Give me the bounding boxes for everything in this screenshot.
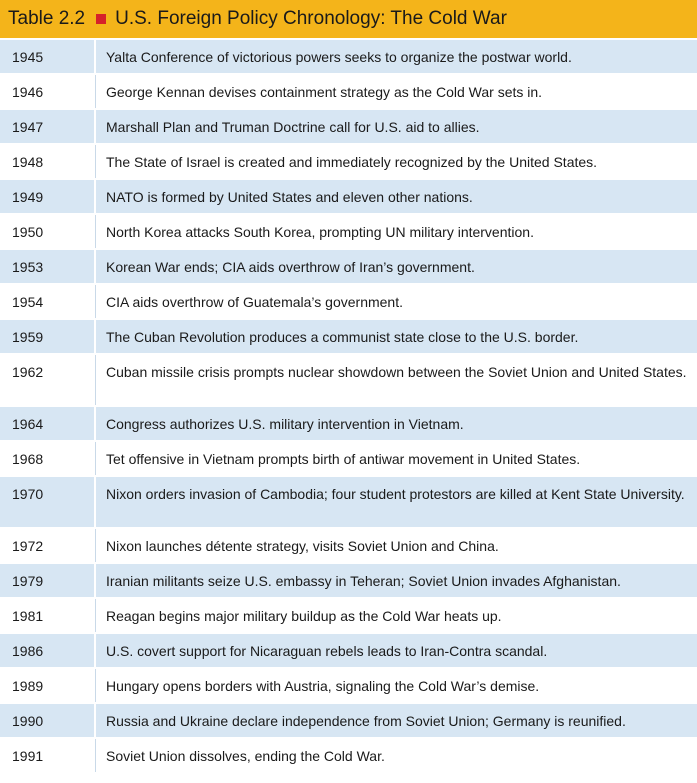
row-year: 1990 [0, 704, 96, 737]
row-year: 1953 [0, 250, 96, 283]
row-event: George Kennan devises containment strate… [106, 84, 543, 100]
table-title-bar: Table 2.2 U.S. Foreign Policy Chronology… [0, 0, 697, 38]
row-event: U.S. covert support for Nicaraguan rebel… [106, 643, 548, 659]
row-year: 1981 [0, 599, 96, 632]
table-row: 1950 North Korea attacks South Korea, pro… [0, 213, 697, 248]
table-row: 1964 Congress authorizes U.S. military in… [0, 405, 697, 440]
table-row: 1953 Korean War ends; CIA aids overthrow … [0, 248, 697, 283]
row-year: 1950 [0, 215, 96, 248]
row-year: 1972 [0, 529, 96, 562]
row-year: 1959 [0, 320, 96, 353]
row-event: Tet offensive in Vietnam prompts birth o… [106, 451, 581, 467]
table-row: 1962 Cuban missile crisis prompts nuclear… [0, 353, 697, 405]
row-year: 1954 [0, 285, 96, 318]
table-row: 1959 The Cuban Revolution produces a comm… [0, 318, 697, 353]
row-year: 1945 [0, 40, 96, 73]
row-year: 1947 [0, 110, 96, 143]
table-number: Table 2.2 [8, 8, 86, 29]
table-row: 1979 Iranian militants seize U.S. embassy… [0, 562, 697, 597]
row-event: The State of Israel is created and immed… [106, 154, 598, 170]
row-event: Russia and Ukraine declare independence … [106, 713, 626, 729]
row-event: The Cuban Revolution produces a communis… [106, 329, 579, 345]
row-event: Congress authorizes U.S. military interv… [106, 416, 464, 432]
table-row: 1990 Russia and Ukraine declare independe… [0, 702, 697, 737]
row-year: 1949 [0, 180, 96, 213]
row-event: CIA aids overthrow of Guatemala’s govern… [106, 294, 404, 310]
table-row: 1972 Nixon launches détente strategy, vis… [0, 527, 697, 562]
table-title: U.S. Foreign Policy Chronology: The Cold… [115, 8, 507, 29]
row-event: Cuban missile crisis prompts nuclear sho… [106, 364, 687, 380]
table-row: 1945 Yalta Conference of victorious power… [0, 38, 697, 73]
row-year: 1968 [0, 442, 96, 475]
row-event: Nixon orders invasion of Cambodia; four … [106, 486, 685, 502]
row-event: Nixon launches détente strategy, visits … [106, 538, 499, 554]
table-row: 1981 Reagan begins major military buildup… [0, 597, 697, 632]
row-year: 1989 [0, 669, 96, 702]
square-marker-icon [96, 14, 107, 24]
table-row: 1970 Nixon orders invasion of Cambodia; f… [0, 475, 697, 527]
table-row: 1986 U.S. covert support for Nicaraguan r… [0, 632, 697, 667]
table-row: 1968 Tet offensive in Vietnam prompts bir… [0, 440, 697, 475]
row-event: Hungary opens borders with Austria, sign… [106, 678, 540, 694]
table-row: 1949 NATO is formed by United States and … [0, 178, 697, 213]
row-event: NATO is formed by United States and elev… [106, 189, 473, 205]
row-event: Marshall Plan and Truman Doctrine call f… [106, 119, 480, 135]
table-body: 1945 Yalta Conference of victorious power… [0, 38, 697, 772]
table-row: 1954 CIA aids overthrow of Guatemala’s go… [0, 283, 697, 318]
table-row: 1991 Soviet Union dissolves, ending the C… [0, 737, 697, 772]
row-year: 1979 [0, 564, 96, 597]
row-year: 1946 [0, 75, 96, 108]
table-row: 1948 The State of Israel is created and i… [0, 143, 697, 178]
row-year: 1970 [0, 477, 96, 527]
row-year: 1986 [0, 634, 96, 667]
row-year: 1948 [0, 145, 96, 178]
table-row: 1946 George Kennan devises containment st… [0, 73, 697, 108]
row-event: North Korea attacks South Korea, prompti… [106, 224, 534, 240]
row-event: Yalta Conference of victorious powers se… [106, 49, 572, 65]
row-year: 1962 [0, 355, 96, 405]
row-event: Korean War ends; CIA aids overthrow of I… [106, 259, 475, 275]
table-row: 1947 Marshall Plan and Truman Doctrine ca… [0, 108, 697, 143]
row-event: Reagan begins major military buildup as … [106, 608, 502, 624]
table-row: 1989 Hungary opens borders with Austria, … [0, 667, 697, 702]
row-year: 1964 [0, 407, 96, 440]
row-year: 1991 [0, 739, 96, 772]
row-event: Soviet Union dissolves, ending the Cold … [106, 748, 385, 764]
row-event: Iranian militants seize U.S. embassy in … [106, 573, 621, 589]
